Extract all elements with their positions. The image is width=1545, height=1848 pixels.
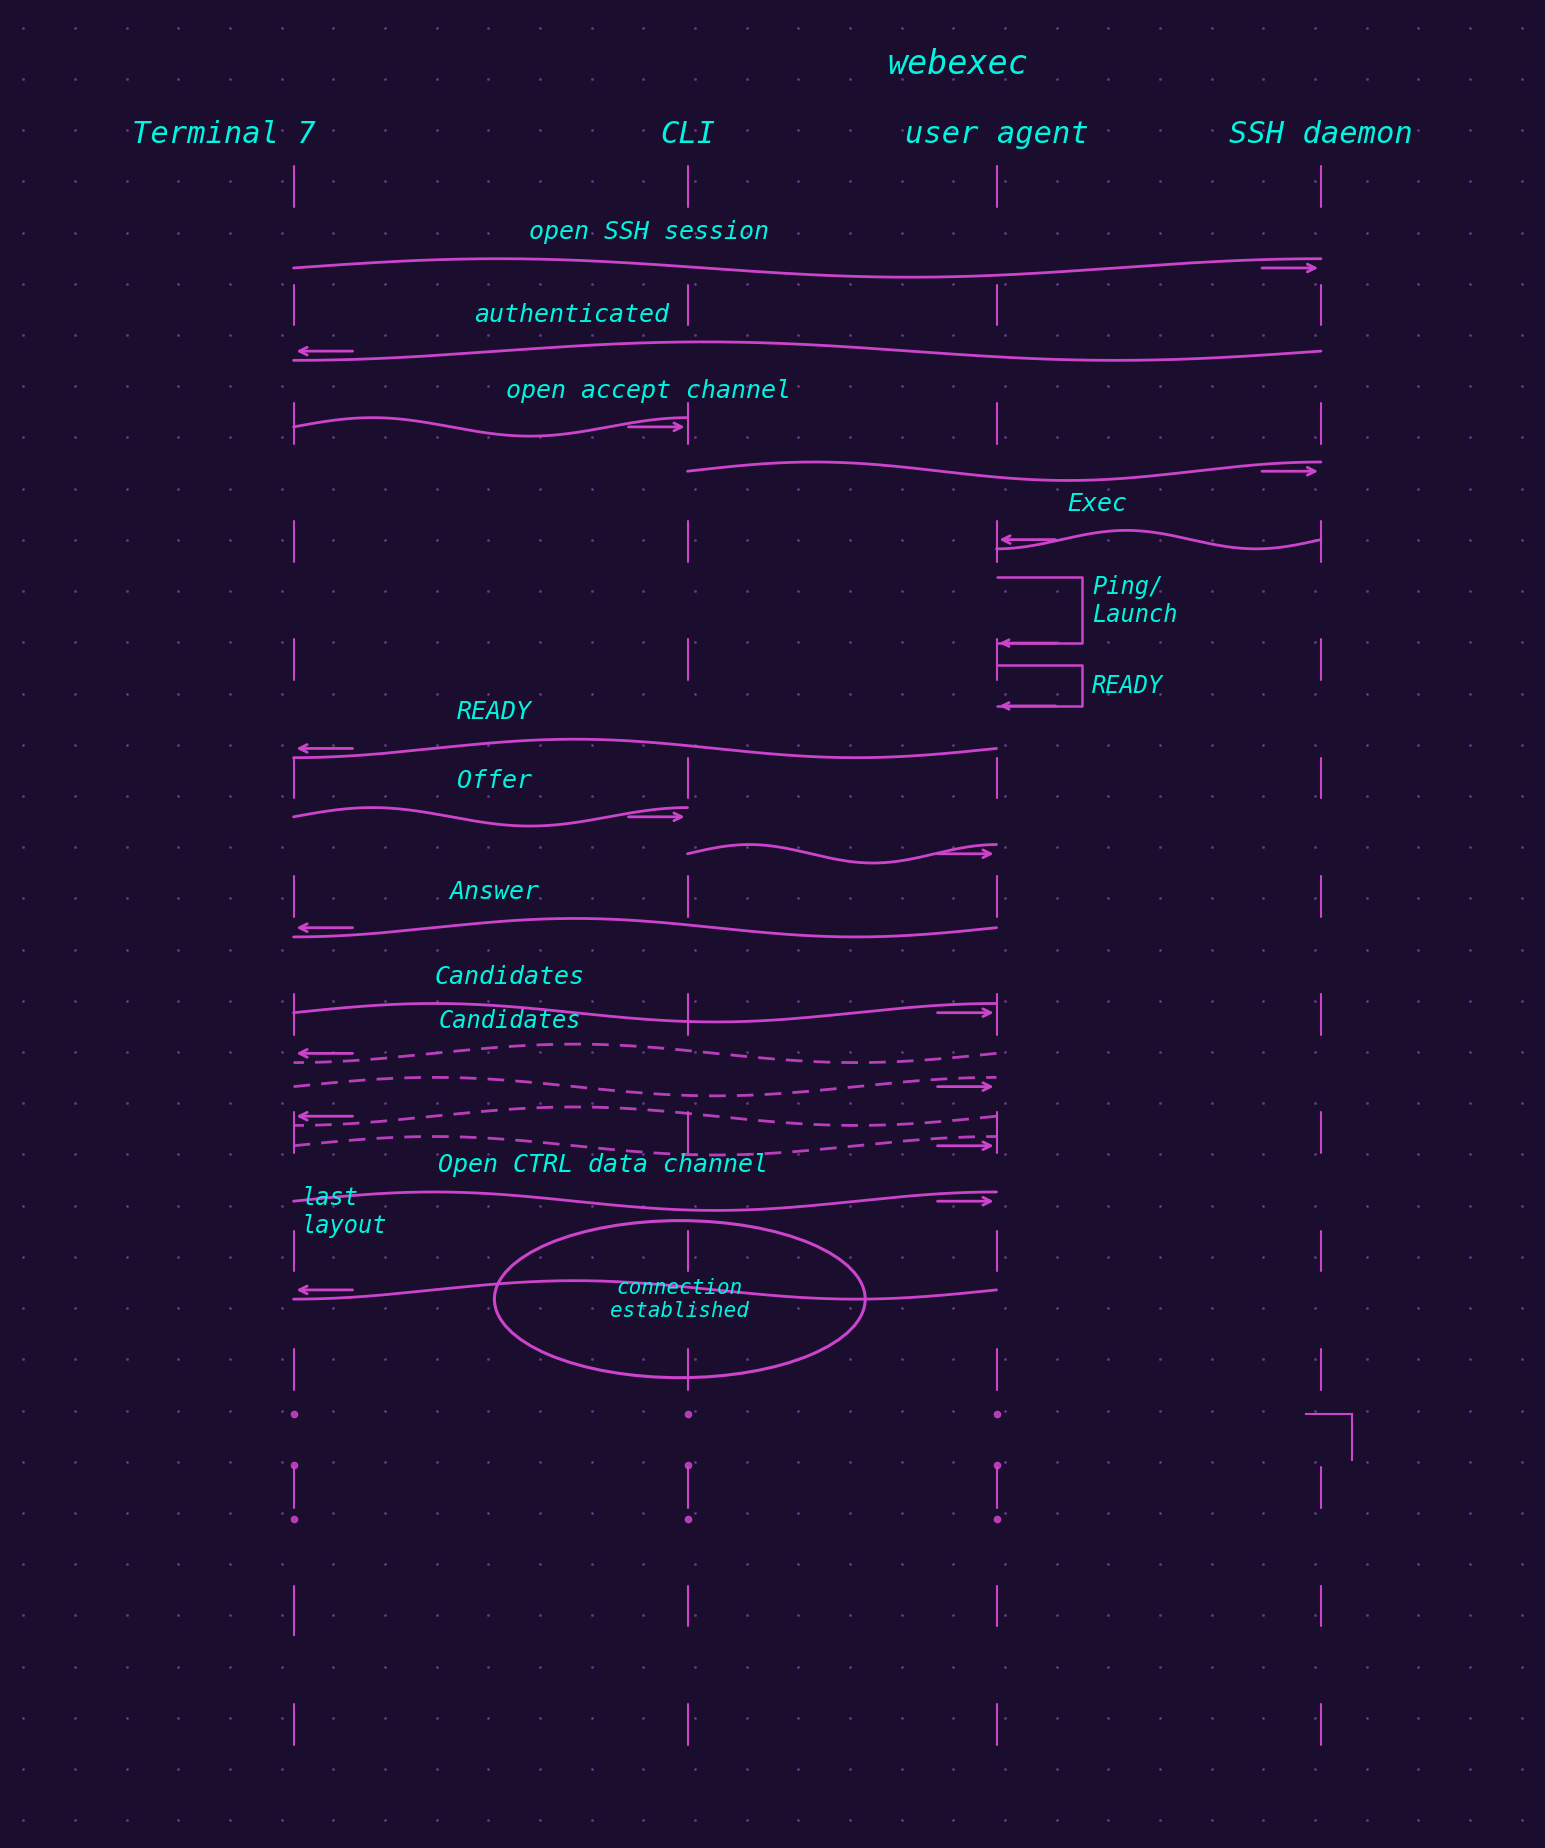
Text: open accept channel: open accept channel (507, 379, 791, 403)
Text: connection
established: connection established (610, 1277, 749, 1321)
Text: Ping/
Launch: Ping/ Launch (1092, 575, 1177, 626)
Text: Answer: Answer (450, 880, 539, 904)
Text: Offer: Offer (457, 769, 531, 793)
Text: Candidates: Candidates (434, 965, 586, 989)
Text: READY: READY (457, 700, 531, 724)
Text: Candidates: Candidates (439, 1009, 581, 1033)
Text: user agent: user agent (905, 120, 1088, 150)
Text: last
layout: last layout (301, 1186, 386, 1238)
Text: CLI: CLI (660, 120, 715, 150)
Text: authenticated: authenticated (474, 303, 669, 327)
Text: Open CTRL data channel: Open CTRL data channel (437, 1153, 768, 1177)
Text: Terminal 7: Terminal 7 (133, 120, 315, 150)
Text: webexec: webexec (887, 48, 1029, 81)
Text: READY: READY (1092, 675, 1163, 697)
Text: open SSH session: open SSH session (528, 220, 769, 244)
Text: Exec: Exec (1068, 492, 1126, 516)
Text: SSH daemon: SSH daemon (1230, 120, 1412, 150)
